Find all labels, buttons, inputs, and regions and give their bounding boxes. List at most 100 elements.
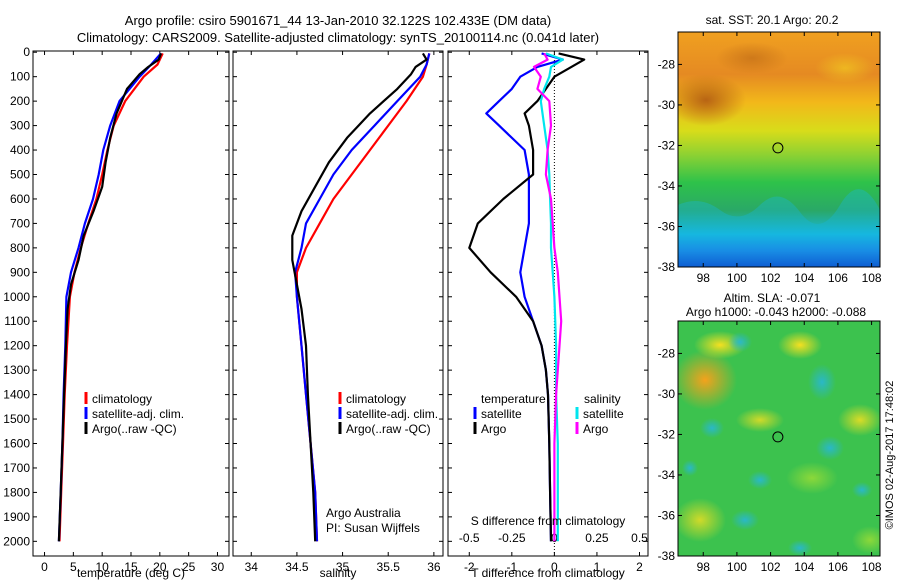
- x-tick-label: 15: [124, 560, 138, 574]
- series-line-temperature-argo: [468, 52, 586, 542]
- legend-label-argo: Argo(..raw -QC): [346, 422, 431, 436]
- x-tick-label-salinity: 0.5: [631, 531, 648, 545]
- pi-label: PI: Susan Wijffels: [326, 521, 420, 535]
- x-tick-label: 104: [794, 271, 814, 285]
- y-tick-label: -34: [658, 179, 676, 193]
- y-tick-label: -32: [658, 427, 676, 441]
- x-tick-label: 1: [594, 560, 601, 574]
- difference-xlabel-top: S difference from climatology: [471, 514, 626, 528]
- sla-map-axes: 98 100 102 104 106 108 -28 -30 -32 -34 -36 -38: [658, 321, 882, 574]
- argo-position-marker: [772, 142, 784, 154]
- x-tick-label: 108: [862, 560, 882, 574]
- x-tick-label-salinity: -0.5: [459, 531, 480, 545]
- x-tick-label: 30: [211, 560, 225, 574]
- legend-label-climatology: climatology: [346, 392, 406, 406]
- sla-map-title-line2: Argo h1000: -0.043 h2000: -0.088: [686, 305, 866, 319]
- y-tick-label: -30: [658, 98, 676, 112]
- y-tick-label: 0: [23, 45, 30, 59]
- imos-stamp: ©IMOS 02-Aug-2017 17:48:02: [884, 381, 896, 530]
- x-tick-label: 102: [761, 560, 781, 574]
- series-line-argo-raw-qc-: [291, 52, 428, 542]
- sst-map-axes: 98 100 102 104 106 108 -28 -30 -32 -34 -36 -38: [658, 32, 882, 285]
- sst-map-panel: sat. SST: 20.1 Argo: 20.2 98 100 102 104 106…: [658, 13, 882, 285]
- salinity-xlabel: salinity: [320, 566, 357, 580]
- y-tick-label: -28: [658, 346, 676, 360]
- x-tick-label: 34: [245, 560, 259, 574]
- salinity-legend: climatology satellite-adj. clim. Argo(..…: [338, 392, 438, 436]
- temperature-legend: climatology satellite-adj. clim. Argo(..…: [84, 392, 184, 436]
- x-tick-label: 35: [336, 560, 350, 574]
- x-tick-label: -1: [506, 560, 517, 574]
- y-tick-label: 1500: [3, 412, 30, 426]
- x-tick-label: 2: [636, 560, 643, 574]
- x-tick-label: 102: [761, 271, 781, 285]
- x-tick-label: 25: [182, 560, 196, 574]
- temperature-panel: 0100200300400500600700800900100011001200…: [3, 45, 230, 580]
- x-tick-label: 34.5: [285, 560, 309, 574]
- y-tick-label: 100: [10, 70, 30, 84]
- legend-title-salinity: salinity: [584, 392, 621, 406]
- y-tick-label: -34: [658, 468, 676, 482]
- y-tick-label: 1600: [3, 437, 30, 451]
- x-tick-label: 20: [153, 560, 167, 574]
- x-tick-label-salinity: 0.25: [585, 531, 609, 545]
- x-tick-label: 106: [828, 271, 848, 285]
- legend-label-argo: Argo(..raw -QC): [92, 422, 177, 436]
- legend-label-climatology: climatology: [92, 392, 152, 406]
- x-tick-label: 100: [727, 560, 747, 574]
- legend-label-s-satellite: satellite: [583, 407, 624, 421]
- x-tick-label: 36: [427, 560, 441, 574]
- salinity-axes: 34 34.5 35 35.5 36: [233, 51, 443, 574]
- x-tick-label: -2: [464, 560, 475, 574]
- x-tick-label: 108: [862, 271, 882, 285]
- figure-title-line2: Climatology: CARS2009. Satellite-adjuste…: [77, 30, 599, 45]
- salinity-frame: [232, 50, 444, 557]
- y-tick-label: -30: [658, 387, 676, 401]
- y-tick-label: 700: [10, 216, 30, 230]
- argo-position-marker: [772, 431, 784, 443]
- credit-label: Argo Australia: [326, 506, 401, 520]
- x-tick-label: 0: [41, 560, 48, 574]
- sla-map-panel: Altim. SLA: -0.071 Argo h1000: -0.043 h2…: [658, 291, 882, 574]
- y-tick-label: 500: [10, 167, 30, 181]
- x-tick-label: 98: [697, 560, 711, 574]
- y-tick-label: 800: [10, 241, 30, 255]
- y-tick-label: 1000: [3, 290, 30, 304]
- temperature-axes: 0100200300400500600700800900100011001200…: [3, 45, 229, 574]
- legend-label-t-satellite: satellite: [481, 407, 522, 421]
- legend-title-temperature: temperature: [481, 392, 546, 406]
- y-tick-label: 1100: [4, 314, 30, 328]
- y-tick-label: -36: [658, 508, 676, 522]
- figure-title-line1: Argo profile: csiro 5901671_44 13-Jan-20…: [125, 13, 551, 28]
- y-tick-label: 1800: [3, 485, 30, 499]
- series-line-satellite-adj-clim-: [294, 53, 431, 542]
- x-tick-label: 100: [727, 271, 747, 285]
- y-tick-label: 1700: [3, 461, 30, 475]
- series-line-satellite-adj-clim-: [57, 52, 162, 542]
- sla-map-field: [678, 321, 880, 556]
- series-line-climatology: [58, 52, 164, 542]
- legend-label-t-argo: Argo: [481, 422, 507, 436]
- y-tick-label: -38: [658, 260, 676, 274]
- x-tick-label: 104: [794, 560, 814, 574]
- y-tick-label: 600: [10, 192, 30, 206]
- y-tick-label: -38: [658, 549, 676, 563]
- y-tick-label: 300: [10, 119, 30, 133]
- y-tick-label: 1400: [3, 388, 30, 402]
- y-tick-label: 400: [10, 143, 30, 157]
- y-tick-label: -36: [658, 219, 676, 233]
- x-tick-label: 106: [828, 560, 848, 574]
- sst-map-frame: [677, 31, 881, 268]
- x-tick-label: 0: [551, 560, 558, 574]
- x-tick-label: 5: [70, 560, 77, 574]
- difference-xlabel: T difference from climatology: [471, 566, 625, 580]
- y-tick-label: 900: [10, 265, 30, 279]
- x-tick-label: 10: [95, 560, 109, 574]
- sst-map-field: [678, 32, 880, 267]
- legend-label-satellite: satellite-adj. clim.: [346, 407, 438, 421]
- legend-label-satellite: satellite-adj. clim.: [92, 407, 184, 421]
- temperature-frame: [32, 50, 230, 557]
- x-tick-label: 35.5: [377, 560, 401, 574]
- series-line-climatology: [295, 53, 431, 542]
